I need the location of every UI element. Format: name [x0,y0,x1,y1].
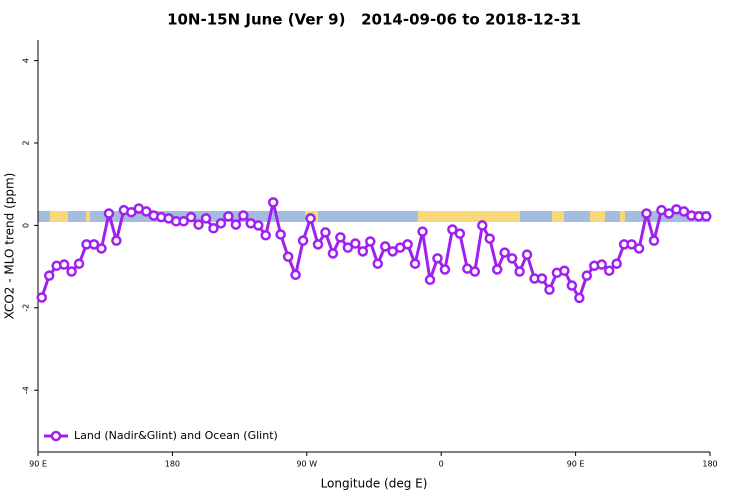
y-axis-label: XCO2 - MLO trend (ppm) [3,173,17,320]
data-point [372,258,383,269]
data-point [566,280,578,291]
data-point [701,211,712,222]
data-point [633,243,645,254]
data-point [58,259,70,270]
data-point [365,236,376,247]
data-point [320,227,331,238]
data-point [111,235,122,246]
data-point [641,208,652,219]
x-tick-label: 180 [702,460,717,469]
data-point [559,265,570,276]
data-point [342,242,354,253]
data-point [648,235,660,246]
data-point [491,264,503,275]
data-point [43,270,55,281]
data-point [215,218,227,229]
data-point [230,219,242,230]
data-point [275,229,286,240]
data-point [312,239,324,250]
data-point [521,249,533,260]
data-point [402,239,413,250]
data-point [88,239,100,250]
data-point [267,197,279,208]
data-point [208,223,219,234]
data-point [469,266,481,277]
data-point [544,284,555,295]
data-point [663,208,675,219]
data-point [73,258,85,269]
data-point [439,264,451,275]
data-point [335,232,346,243]
data-point [514,266,525,277]
data-point [574,292,585,304]
data-point [424,274,436,286]
chart-title: 10N-15N June (Ver 9) 2014-09-06 to 2018-… [167,11,581,29]
data-point [357,246,369,257]
data-point [417,226,428,237]
data-point [305,213,316,224]
data-point [432,253,443,264]
data-point [596,259,607,270]
data-point [409,258,421,269]
data-point [297,235,309,246]
y-tick-label: 0 [22,223,31,228]
data-point [626,239,637,250]
data-point [282,251,294,262]
y-tick-label: 4 [22,58,31,63]
data-point [141,206,152,217]
data-point [200,213,212,224]
data-point [185,211,197,223]
x-axis-label: Longitude (deg E) [321,477,428,491]
y-tick-label: 2 [22,140,31,145]
data-point [327,248,339,259]
data-point [454,228,466,239]
data-point [477,220,488,231]
data-point [96,243,107,254]
data-point [36,292,47,303]
data-point [178,216,189,227]
data-point [484,233,495,244]
data-point [447,224,458,235]
data-point [379,241,391,252]
x-tick-label: 180 [165,460,180,469]
data-point [253,220,264,231]
data-point [66,266,77,277]
data-point [103,208,115,219]
data-point [506,253,518,264]
data-point [536,273,548,284]
data-point [223,211,234,222]
y-tick-label: -2 [22,304,31,312]
data-point [603,265,615,276]
data-point [290,269,301,281]
data-point [678,206,690,217]
x-tick-label: 0 [439,460,444,469]
data-point [193,219,204,230]
x-tick-label: 90 E [29,460,47,469]
data-point [581,270,593,281]
x-tick-label: 90 E [567,460,585,469]
legend-label: Land (Nadir&Glint) and Ocean (Glint) [74,429,278,442]
data-point [611,258,622,269]
legend-marker [50,430,62,442]
data-point [499,247,510,258]
data-point [238,210,249,221]
data-point [350,238,361,249]
x-tick-label: 90 W [296,460,317,469]
y-tick-label: -4 [22,386,31,394]
data-point [260,230,271,241]
